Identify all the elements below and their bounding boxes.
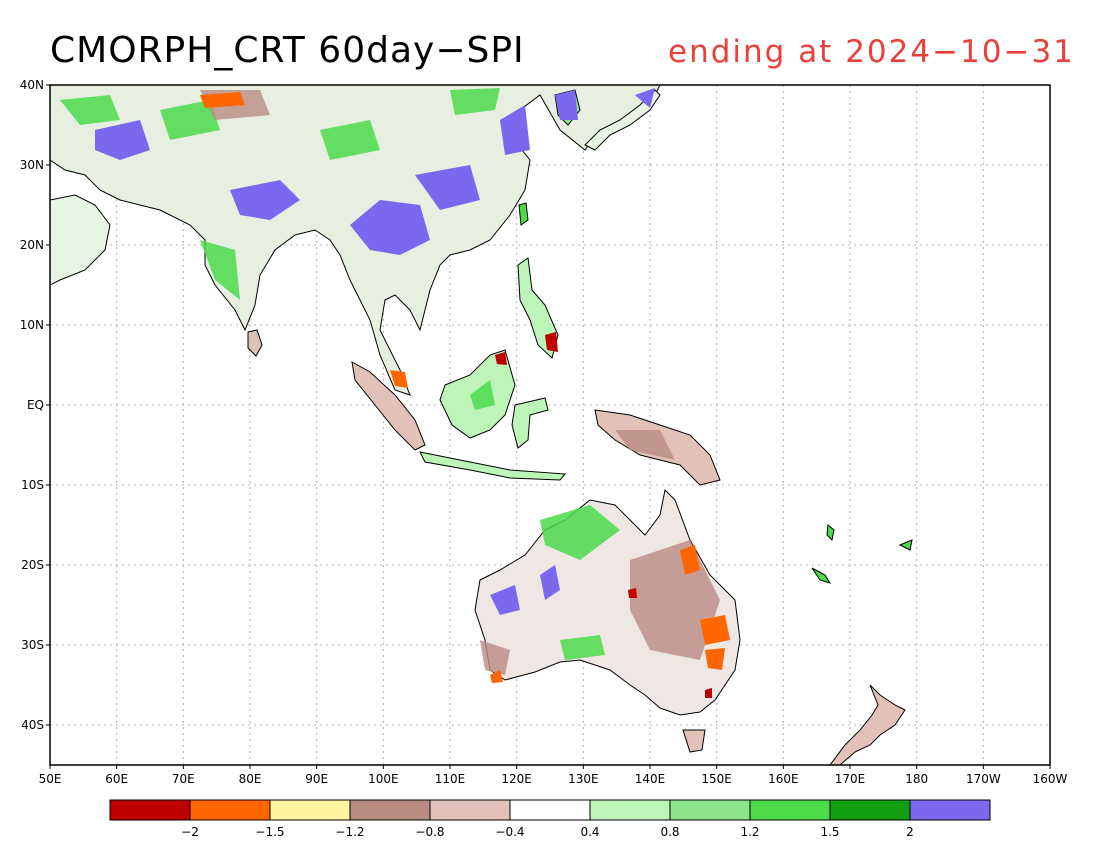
colorbar-label: −1.2: [335, 825, 364, 839]
lat-tick-label: 10N: [20, 318, 44, 332]
lon-tick-label: 90E: [305, 772, 328, 786]
taiwan: [518, 202, 529, 226]
pacific-island: [811, 567, 832, 584]
lat-tick-label: 10S: [21, 478, 44, 492]
colorbar-swatch: [349, 799, 431, 821]
lat-tick-label: 40N: [20, 78, 44, 92]
colorbar-swatch: [429, 799, 511, 821]
lon-tick-label: 160W: [1033, 772, 1068, 786]
colorbar-swatch: [509, 799, 591, 821]
arabia-landmass: [50, 194, 111, 286]
colorbar-swatch: [589, 799, 671, 821]
colorbar-label: −0.8: [415, 825, 444, 839]
colorbar-swatch: [189, 799, 271, 821]
lon-tick-label: 150E: [701, 772, 732, 786]
spi-very-dry-patches: [200, 92, 730, 683]
spi-extreme-dry-patches: [495, 332, 712, 698]
lon-tick-label: 80E: [239, 772, 262, 786]
longitude-labels: 50E 60E 70E 80E 90E 100E 110E 120E 130E 140E 150E 1…: [39, 765, 1068, 786]
colorbar-label: 1.2: [740, 825, 759, 839]
lat-tick-label: 30N: [20, 158, 44, 172]
colorbar-label: 0.8: [660, 825, 679, 839]
lon-tick-label: 140E: [635, 772, 666, 786]
colorbar-swatch: [909, 799, 991, 821]
lon-tick-label: 50E: [39, 772, 62, 786]
sulawesi: [511, 397, 549, 449]
lat-tick-label: 30S: [21, 638, 44, 652]
latitude-labels: 40N 30N 20N 10N EQ 10S 20S 30S 40S: [20, 78, 50, 732]
colorbar-swatch: [109, 799, 191, 821]
lon-tick-label: 120E: [501, 772, 532, 786]
sri-lanka: [247, 329, 263, 357]
lat-tick-label: 20N: [20, 238, 44, 252]
lon-tick-label: 100E: [368, 772, 399, 786]
sumatra: [351, 361, 426, 451]
colorbar-swatch: [749, 799, 831, 821]
date-label: ending at 2024−10−31: [668, 34, 1075, 70]
new-zealand: [829, 684, 906, 765]
java: [419, 451, 567, 481]
map-title: CMORPH_CRT 60day−SPI: [50, 30, 525, 71]
colorbar-label: −2: [181, 825, 199, 839]
colorbar-label: −0.4: [495, 825, 524, 839]
map-frame: [49, 84, 1051, 766]
pacific-island: [826, 524, 835, 542]
colorbar-swatch: [269, 799, 351, 821]
lon-tick-label: 170E: [835, 772, 866, 786]
japan: [584, 89, 661, 151]
colorbar-label: 0.4: [580, 825, 599, 839]
colorbar-swatch: [669, 799, 751, 821]
lon-tick-label: 110E: [435, 772, 466, 786]
lon-tick-label: 170W: [966, 772, 1001, 786]
tasmania: [682, 729, 706, 753]
colorbar: −2 −1.5 −1.2 −0.8 −0.4 0.4 0.8 1.2 1.5 2: [109, 799, 991, 839]
lon-tick-label: 70E: [172, 772, 195, 786]
lat-tick-label: 40S: [21, 718, 44, 732]
pacific-island: [898, 539, 913, 551]
lon-tick-label: 160E: [768, 772, 799, 786]
land-areas: [50, 85, 913, 765]
colorbar-label: −1.5: [255, 825, 284, 839]
colorbar-label: 1.5: [820, 825, 839, 839]
lon-tick-label: 130E: [568, 772, 599, 786]
spi-moist-patches: [60, 88, 620, 660]
lon-tick-label: 60E: [105, 772, 128, 786]
colorbar-swatch: [829, 799, 911, 821]
lon-tick-label: 180: [905, 772, 928, 786]
colorbar-label: 2: [906, 825, 914, 839]
lat-tick-label: 20S: [21, 558, 44, 572]
spi-wet-patches: [95, 88, 655, 615]
lat-tick-label: EQ: [27, 398, 44, 412]
